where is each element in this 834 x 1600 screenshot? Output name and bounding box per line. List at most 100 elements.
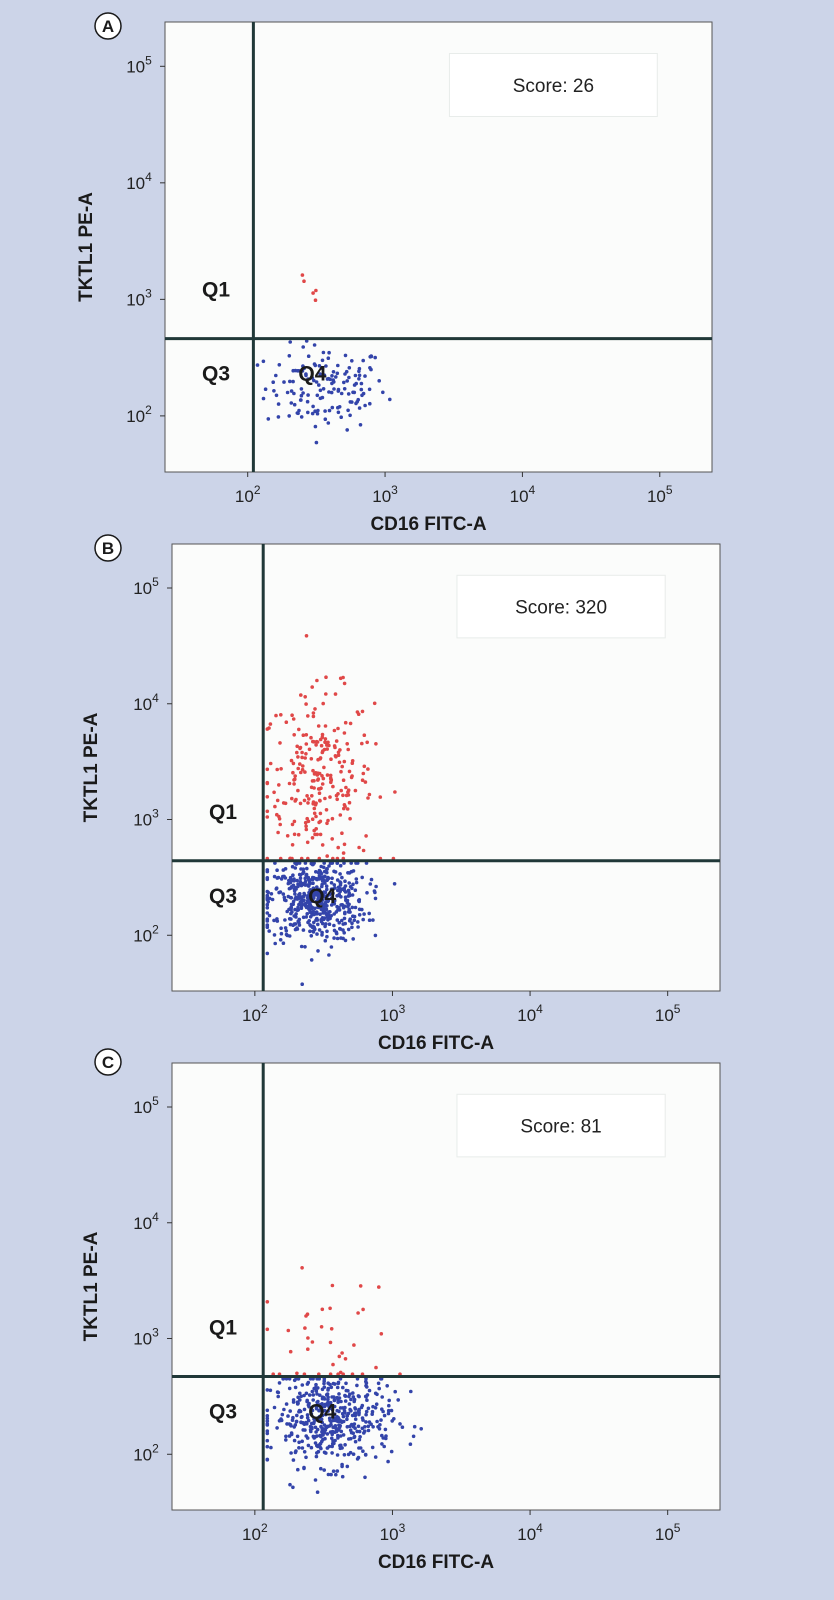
data-point-upper: [295, 744, 300, 749]
data-point-lower: [329, 887, 334, 891]
x-tick-label: 104: [510, 483, 536, 506]
data-point-lower: [284, 1434, 288, 1439]
data-point-lower: [323, 1436, 327, 1441]
data-point-lower: [337, 920, 342, 925]
data-point-lower: [330, 1451, 334, 1455]
data-point-lower: [292, 889, 297, 893]
data-point-lower: [285, 1422, 289, 1426]
data-point-lower: [327, 408, 332, 413]
data-point-lower: [287, 354, 292, 358]
data-point-upper: [285, 834, 290, 838]
data-point-lower: [315, 932, 319, 936]
data-point-lower: [309, 861, 314, 866]
data-point-lower: [313, 1425, 318, 1430]
data-point-lower: [336, 410, 341, 415]
data-point-lower: [326, 1388, 330, 1392]
data-point-lower: [376, 1381, 381, 1386]
data-point-lower: [291, 899, 296, 904]
data-point-upper: [265, 767, 270, 772]
data-point-upper: [296, 766, 301, 771]
data-point-upper: [278, 741, 282, 745]
data-point-upper: [301, 764, 305, 768]
data-point-lower: [336, 1380, 341, 1385]
data-point-lower: [304, 915, 309, 919]
data-point-upper: [338, 1370, 343, 1375]
data-point-lower: [357, 373, 362, 378]
data-point-lower: [332, 928, 337, 933]
data-point-lower: [341, 905, 346, 910]
data-point-upper: [378, 795, 383, 799]
data-point-upper: [265, 781, 270, 786]
data-point-lower: [280, 1412, 285, 1417]
data-point-upper: [330, 1283, 335, 1288]
data-point-upper: [320, 782, 325, 786]
data-point-lower: [322, 916, 327, 920]
data-point-lower: [383, 1427, 388, 1432]
data-point-upper: [330, 837, 335, 841]
data-point-lower: [311, 881, 315, 885]
data-point-upper: [339, 769, 343, 774]
data-point-lower: [299, 944, 304, 949]
data-point-upper: [366, 796, 370, 800]
data-point-upper: [326, 740, 330, 745]
data-point-lower: [393, 1389, 398, 1394]
data-point-lower: [272, 874, 277, 879]
data-point-lower: [347, 375, 351, 380]
data-point-upper: [310, 794, 314, 798]
data-point-lower: [301, 867, 306, 871]
data-point-lower: [332, 869, 336, 874]
data-point-lower: [348, 1436, 353, 1441]
data-point-lower: [263, 387, 268, 392]
data-point-lower: [320, 882, 324, 887]
data-point-lower: [386, 1408, 391, 1413]
data-point-upper: [348, 721, 353, 726]
x-axis-label: CD16 FITC-A: [378, 1033, 494, 1054]
data-point-lower: [265, 919, 270, 923]
data-point-upper: [300, 750, 304, 755]
data-point-upper: [393, 790, 397, 794]
data-point-lower: [353, 1439, 358, 1444]
data-point-lower: [305, 895, 310, 900]
data-point-lower: [316, 408, 320, 413]
data-point-lower: [265, 1408, 270, 1413]
data-point-lower: [265, 906, 270, 910]
data-point-lower: [332, 1398, 337, 1402]
data-point-lower: [364, 1420, 368, 1424]
data-point-lower: [277, 363, 282, 367]
data-point-upper: [362, 733, 367, 737]
y-tick-label: 105: [133, 1094, 159, 1117]
data-point-lower: [316, 871, 321, 875]
data-point-lower: [278, 938, 283, 942]
data-point-lower: [305, 866, 309, 871]
data-point-lower: [387, 1403, 391, 1408]
data-point-upper: [342, 842, 347, 847]
data-point-upper: [339, 788, 344, 793]
data-point-lower: [381, 390, 385, 395]
data-point-upper: [279, 767, 283, 771]
data-point-lower: [354, 381, 359, 386]
data-point-lower: [341, 1433, 346, 1437]
data-point-lower: [268, 1388, 273, 1393]
data-point-lower: [371, 1404, 375, 1409]
data-point-lower: [339, 391, 344, 396]
data-point-lower: [368, 401, 372, 406]
data-point-lower: [409, 1389, 413, 1394]
data-point-lower: [301, 345, 306, 349]
score-box: [448, 53, 658, 117]
data-point-lower: [275, 917, 279, 921]
data-point-lower: [343, 938, 348, 943]
data-point-upper: [299, 693, 303, 697]
data-point-upper: [306, 801, 310, 805]
x-axis-label: CD16 FITC-A: [370, 514, 486, 535]
data-point-lower: [320, 366, 325, 371]
data-point-lower: [289, 389, 294, 393]
data-point-lower: [318, 912, 322, 916]
data-point-upper: [310, 1340, 315, 1344]
data-point-upper: [313, 707, 317, 711]
data-point-lower: [316, 901, 321, 906]
data-point-lower: [319, 1466, 323, 1471]
data-point-lower: [320, 358, 325, 363]
data-point-lower: [321, 893, 326, 898]
data-point-lower: [332, 883, 337, 887]
